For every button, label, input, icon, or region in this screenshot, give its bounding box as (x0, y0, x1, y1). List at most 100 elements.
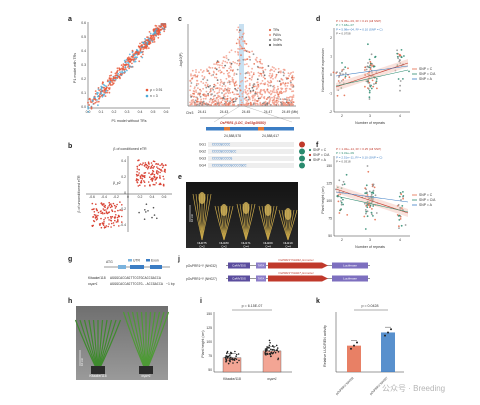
scatter-point-b (147, 161, 150, 163)
manhattan-c (189, 26, 295, 106)
manhattan-point-c (264, 82, 267, 84)
point-panel_f (396, 214, 399, 216)
scatter-point-a (106, 89, 109, 92)
jitter-point-i (271, 348, 274, 351)
scatter-point-a (128, 58, 131, 60)
manhattan-point-c (219, 64, 221, 67)
manhattan-point-c (282, 74, 285, 77)
manhattan-point-c (253, 63, 256, 65)
scatter-point-a (153, 41, 156, 43)
manhattan-point-c (257, 84, 260, 87)
scatter-point-b (162, 164, 165, 167)
stat-line-panel_d: P = 0.0758 (336, 32, 351, 36)
promoter-arrow-j (268, 262, 328, 269)
scatter-point-b (144, 172, 147, 174)
manhattan-point-c (288, 88, 291, 90)
scatter-point-b (151, 167, 153, 169)
scatter-point-a (89, 99, 92, 101)
manhattan-point-c (192, 74, 195, 77)
scatter-point-a (142, 53, 144, 56)
manhattan-point-c (235, 73, 238, 75)
manhattan-point-c (259, 97, 262, 100)
scatter-point-b-grey (138, 211, 140, 214)
point-panel_f (370, 191, 373, 194)
plant-count-e: C=2 (221, 245, 227, 249)
plants-h (74, 311, 170, 374)
scatter-point-b (143, 181, 146, 183)
scatter-point-a (156, 32, 159, 35)
point-panel_f (337, 200, 340, 203)
scatter-point-b (145, 163, 148, 166)
scatter-point-b (105, 209, 107, 211)
manhattan-point-c (249, 90, 252, 92)
manhattan-point-c (189, 85, 192, 88)
hap-legend-marker-c (308, 153, 312, 157)
scatter-point-b (114, 210, 116, 213)
manhattan-point-c (223, 89, 226, 92)
manhattan-point-c (207, 94, 210, 97)
manhattan-point-c (225, 77, 228, 80)
xtick-panel_f: 2 (341, 238, 343, 242)
manhattan-point-c (251, 95, 254, 98)
manhattan-point-c (241, 36, 244, 38)
scatter-point-b-grey (152, 206, 155, 209)
stat-line-panel_d: P = 7.18e−07 (336, 23, 354, 27)
point-panel_d (367, 43, 369, 46)
scatter-point-a (153, 39, 155, 41)
scatter-point-b (165, 164, 167, 166)
scatter-point-b (107, 225, 109, 228)
scatter-point-a (98, 89, 101, 92)
point-panel_f (346, 214, 349, 216)
point-panel_f (364, 202, 366, 205)
box-tata-label-j: TATA (258, 277, 265, 281)
jitter-point-i (273, 346, 275, 348)
manhattan-point-c (254, 99, 256, 102)
utr-box-g (118, 265, 126, 269)
scatter-point-a (99, 95, 102, 98)
manhattan-point-c (291, 98, 294, 101)
manhattan-point-c (202, 70, 205, 72)
point-panel_d (402, 78, 404, 80)
manhattan-point-c (214, 94, 216, 97)
manhattan-point-c (202, 82, 205, 84)
scatter-point-a (148, 31, 151, 33)
manhattan-point-c (256, 78, 259, 81)
point-panel_f (369, 204, 372, 207)
manhattan-point-c (224, 60, 227, 63)
manhattan-point-c (253, 95, 256, 97)
manhattan-point-c (252, 72, 255, 74)
manhattan-point-c (276, 85, 279, 88)
scatter-point-a (133, 58, 136, 60)
manhattan-point-c (245, 99, 248, 101)
manhattan-point-c (232, 61, 235, 63)
manhattan-point-c (234, 61, 236, 64)
hap-seq-c: CCCCGCCCCGCCCCGCC (212, 165, 247, 169)
manhattan-point-c (206, 70, 209, 72)
scatter-point-a (96, 91, 98, 94)
scatter-point-a (108, 91, 111, 94)
scatter-point-a (111, 83, 114, 86)
scatter-point-a (159, 28, 162, 31)
scatter-point-b (103, 212, 106, 215)
manhattan-point-c (242, 91, 245, 93)
manhattan-point-c (213, 100, 216, 103)
scatter-point-a (153, 37, 156, 39)
legend-label-panel_f: SNP = A (419, 203, 433, 207)
manhattan-point-c (229, 69, 232, 72)
scatter-point-a (110, 79, 113, 82)
manhattan-point-c (278, 96, 280, 98)
manhattan-point-c (243, 97, 246, 100)
manhattan-point-c (240, 54, 242, 56)
manhattan-point-c (244, 72, 247, 75)
point-panel_d (396, 52, 399, 55)
manhattan-point-c (244, 58, 246, 61)
manhattan-point-c (285, 87, 288, 90)
manhattan-point-c (237, 53, 240, 56)
scatter-point-b (117, 219, 119, 221)
ylabel-f: Plant height (cm) (321, 186, 325, 213)
manhattan-point-c (240, 99, 243, 102)
point-panel_f (366, 204, 368, 206)
ytick-b: -0.2 (120, 207, 126, 211)
manhattan-point-c (212, 88, 215, 91)
